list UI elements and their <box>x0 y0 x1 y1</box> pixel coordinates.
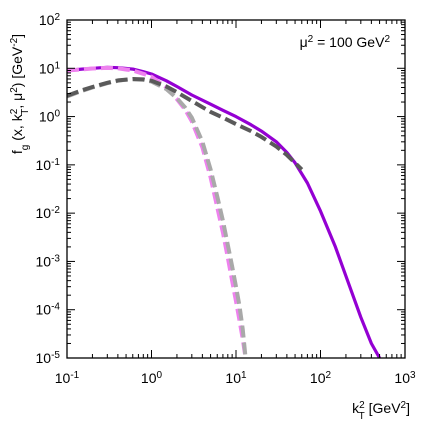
ylabel-p4-sup: -2 <box>9 37 20 46</box>
ylabel-p1: f <box>9 150 25 154</box>
y-tick-label: 102 <box>39 12 61 29</box>
y-tick-label: 10-5 <box>36 350 61 367</box>
annotation-mid: = 100 GeV <box>313 34 385 50</box>
xlabel-end: ] <box>406 400 410 416</box>
x-tick-label: 10-1 <box>55 370 80 387</box>
ylabel-p2: (x, k <box>9 113 25 144</box>
annotation-base: μ <box>300 34 308 50</box>
ylabel-p1-sub: g <box>20 145 31 151</box>
ylabel-p3: , μ <box>9 93 25 109</box>
series-line-2 <box>67 65 248 358</box>
x-tick-label: 102 <box>310 370 332 387</box>
ticks-layer: 10-1 100 101 102 103 10-5 10-4 10-3 10-2 10-1 100 1… <box>36 12 416 387</box>
xlabel-tail-sup: 2 <box>401 400 407 411</box>
mu-squared-annotation: μ2 = 100 GeV2 <box>300 34 391 51</box>
ylabel-p4: ) [GeV <box>9 46 25 87</box>
annotation-sup2: 2 <box>384 34 390 45</box>
xlabel-tail: [GeV <box>365 400 401 416</box>
x-axis-label: k2 T [GeV2] <box>352 400 410 422</box>
xlabel-sup: 2 <box>359 400 365 411</box>
y-tick-label: 10-1 <box>36 156 61 173</box>
x-tick-label: 101 <box>225 370 247 387</box>
y-tick-label: 101 <box>39 60 61 77</box>
y-tick-label: 10-3 <box>36 253 61 270</box>
y-tick-label: 100 <box>39 108 61 125</box>
series-line-1 <box>67 65 381 358</box>
series-line-3 <box>67 77 248 358</box>
xlabel-base: k <box>352 400 360 416</box>
y-tick-label: 10-2 <box>36 205 61 222</box>
annotation-sup1: 2 <box>308 34 314 45</box>
plot-frame <box>66 19 406 359</box>
ylabel-p2-sup: 2 <box>9 108 20 114</box>
series-line-4 <box>67 77 304 171</box>
y-tick-label: 10-4 <box>36 301 61 318</box>
xlabel-sub: T <box>359 411 365 422</box>
y-axis-label: fg (x, k2T, μ2) [GeV-2] <box>9 34 31 154</box>
x-tick-label: 100 <box>141 370 163 387</box>
ylabel-p3-sup: 2 <box>9 87 20 93</box>
ylabel-p5: ] <box>9 34 25 38</box>
series-layer <box>67 65 381 358</box>
ylabel-p2-sub: T <box>20 109 31 115</box>
x-tick-label: 103 <box>394 370 416 387</box>
